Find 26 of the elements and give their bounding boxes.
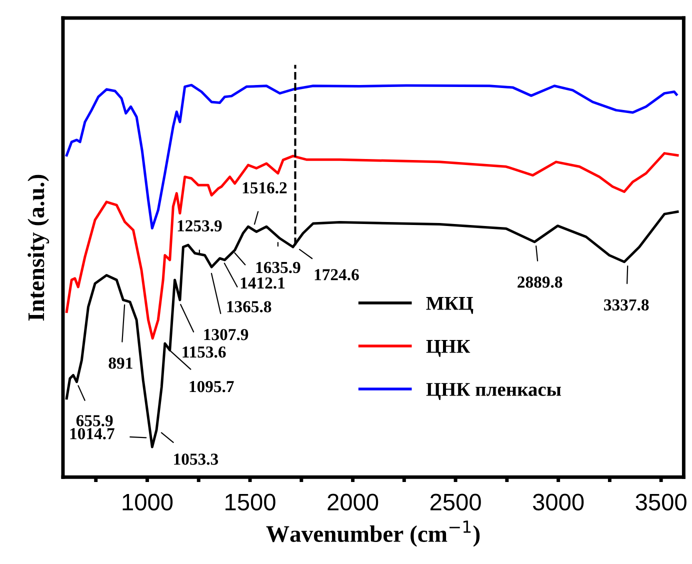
annotation: 1724.6: [314, 269, 359, 280]
annotation: 1365.8: [227, 301, 272, 312]
annotation: 1307.9: [204, 328, 248, 340]
x-tick-label: 1000: [122, 494, 173, 510]
annotation: 655.9: [76, 415, 113, 426]
legend-label: ЦНК: [426, 340, 470, 357]
annotation: 891: [108, 358, 132, 369]
annotation: 1635.9: [256, 262, 300, 274]
x-tick-label: 3000: [532, 494, 584, 510]
y-axis-title: Intensity (a.u.): [28, 174, 50, 321]
annotation: 1095.7: [190, 380, 234, 392]
x-tick-label: 2000: [328, 494, 378, 510]
x-tick-label: 3500: [636, 494, 686, 510]
x-tick-label: 1500: [226, 494, 276, 510]
x-tick-label: 2500: [430, 494, 481, 510]
x-axis-title: Wavenumber (cm$^{−1}$): [266, 520, 480, 547]
annotation: 1516.2: [242, 182, 287, 194]
annotation: 1412.1: [240, 277, 285, 289]
annotation: 1053.3: [174, 454, 218, 465]
legend-label: ЦНК пленкасы: [426, 383, 561, 400]
legend-label: МКЦ: [426, 297, 474, 314]
annotation: 2889.8: [518, 276, 562, 288]
annotation: 1014.7: [70, 428, 114, 440]
annotation: 3337.8: [604, 299, 649, 311]
annotation: 1253.9: [178, 220, 222, 232]
annotation: 1153.6: [182, 346, 226, 358]
